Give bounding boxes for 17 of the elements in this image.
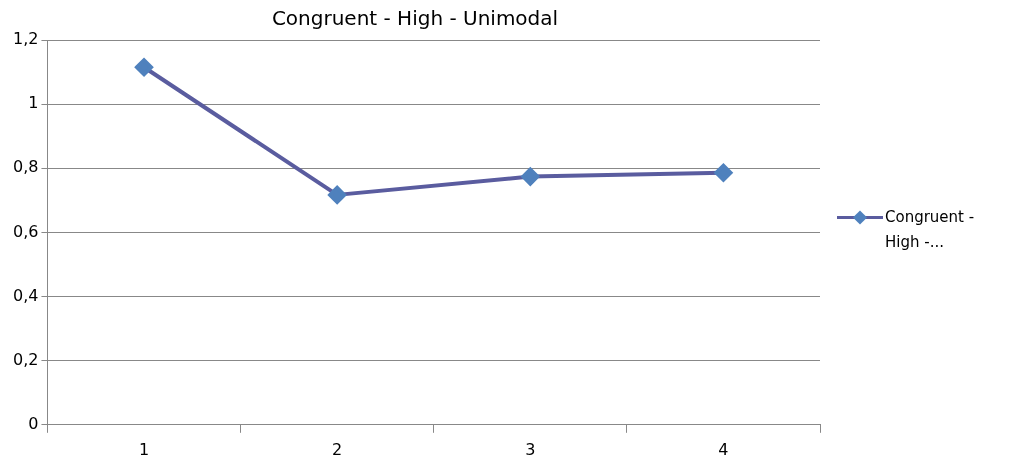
point (521, 167, 540, 186)
x-tick-label: 2 (332, 439, 343, 459)
chart-title: Congruent - High - Unimodal (271, 6, 559, 31)
y-tick-label: 0,2 (12, 349, 39, 369)
legend-label: Congruent - High -... (885, 207, 976, 253)
point (135, 58, 154, 77)
y-tick-label: 0,4 (12, 285, 39, 305)
point (714, 163, 733, 182)
y-tick-label: 1,2 (12, 29, 39, 49)
x-tick-label: 4 (718, 439, 729, 459)
y-tick-label: 0,6 (12, 221, 39, 241)
y-tick-label: 1 (28, 93, 39, 113)
y-tick-label: 0,8 (12, 157, 39, 177)
x-tick-label: 1 (138, 439, 150, 459)
point (328, 185, 347, 204)
y-tick-label: 0 (28, 413, 39, 433)
x-tick-label: 3 (525, 439, 536, 459)
